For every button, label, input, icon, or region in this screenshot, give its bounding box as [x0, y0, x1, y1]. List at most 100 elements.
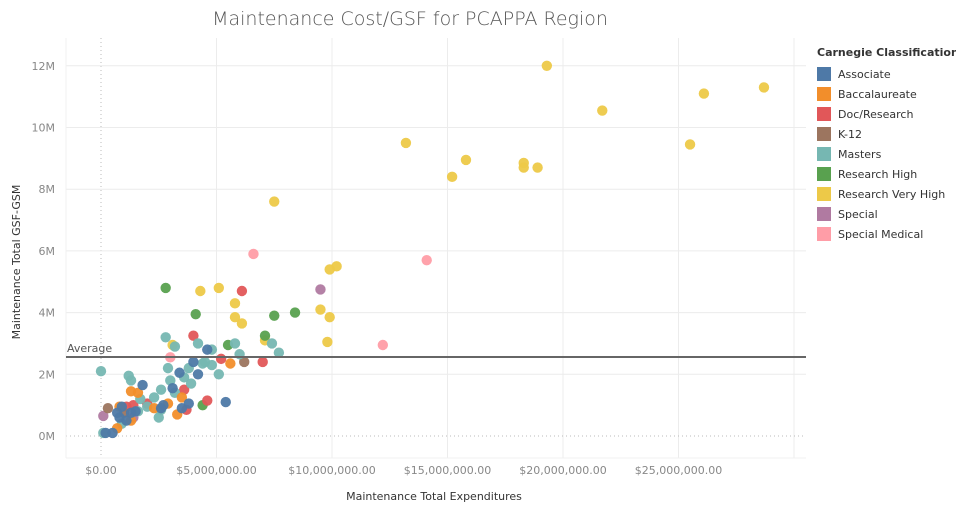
- data-point[interactable]: [137, 379, 148, 391]
- data-point[interactable]: [162, 362, 174, 374]
- data-point[interactable]: [98, 410, 109, 422]
- data-point[interactable]: [269, 196, 280, 207]
- y-axis-ticks: 0M 2M 4M 6M 8M 10M 12M: [32, 60, 56, 443]
- data-point[interactable]: [229, 312, 241, 323]
- data-point[interactable]: [236, 285, 248, 297]
- data-point[interactable]: [202, 344, 213, 355]
- data-point[interactable]: [597, 105, 608, 116]
- data-point[interactable]: [257, 356, 268, 368]
- legend-item[interactable]: Masters: [817, 144, 956, 164]
- data-point[interactable]: [195, 285, 206, 297]
- data-point[interactable]: [153, 412, 164, 423]
- data-point[interactable]: [213, 282, 225, 294]
- data-point[interactable]: [174, 367, 185, 378]
- legend-swatch: [817, 167, 831, 181]
- data-point[interactable]: [315, 304, 326, 315]
- data-point[interactable]: [185, 378, 197, 389]
- data-point[interactable]: [132, 387, 144, 399]
- grid: [65, 38, 806, 459]
- legend-swatch: [817, 227, 831, 241]
- data-point[interactable]: [125, 407, 137, 419]
- data-point[interactable]: [190, 308, 201, 320]
- legend-swatch: [817, 147, 831, 161]
- data-point[interactable]: [460, 154, 472, 166]
- data-point[interactable]: [684, 139, 696, 150]
- legend: Carnegie Classification Associate Baccala…: [817, 46, 956, 244]
- legend-label: Research High: [838, 167, 918, 181]
- data-point[interactable]: [225, 358, 236, 369]
- legend-item[interactable]: Research High: [817, 164, 956, 184]
- data-point[interactable]: [400, 137, 412, 149]
- data-point[interactable]: [421, 254, 432, 266]
- data-point[interactable]: [259, 330, 271, 341]
- average-label: Average: [67, 342, 112, 355]
- legend-item[interactable]: Doc/Research: [817, 104, 956, 124]
- data-point[interactable]: [289, 307, 301, 318]
- y-tick-label: 10M: [32, 122, 56, 135]
- data-point[interactable]: [107, 427, 118, 439]
- data-point[interactable]: [188, 330, 199, 341]
- legend-label: Special Medical: [838, 227, 924, 241]
- data-point[interactable]: [192, 338, 204, 349]
- legend-item[interactable]: K-12: [817, 124, 956, 144]
- data-point[interactable]: [213, 369, 225, 380]
- data-point[interactable]: [324, 264, 335, 275]
- data-point[interactable]: [102, 403, 114, 414]
- data-point[interactable]: [121, 415, 132, 426]
- legend-item[interactable]: Special Medical: [817, 224, 956, 244]
- data-point[interactable]: [322, 336, 333, 348]
- data-point[interactable]: [324, 312, 335, 323]
- data-point[interactable]: [160, 332, 171, 343]
- data-point[interactable]: [202, 395, 213, 406]
- data-point[interactable]: [125, 375, 137, 386]
- data-point[interactable]: [315, 284, 326, 295]
- data-point[interactable]: [239, 356, 250, 368]
- data-point[interactable]: [188, 356, 199, 368]
- legend-item[interactable]: Research Very High: [817, 184, 956, 204]
- legend-swatch: [817, 87, 831, 101]
- data-point[interactable]: [169, 341, 181, 352]
- y-tick-label: 0M: [39, 430, 56, 443]
- data-point[interactable]: [176, 392, 188, 403]
- data-point[interactable]: [446, 171, 458, 183]
- legend-title: Carnegie Classification: [817, 46, 956, 59]
- legend-item[interactable]: Special: [817, 204, 956, 224]
- data-point[interactable]: [269, 310, 280, 321]
- data-point[interactable]: [229, 298, 241, 309]
- data-point[interactable]: [160, 282, 171, 294]
- data-point[interactable]: [199, 356, 211, 368]
- data-point[interactable]: [758, 82, 770, 93]
- data-point[interactable]: [95, 366, 107, 377]
- legend-swatch: [817, 187, 831, 201]
- data-point[interactable]: [183, 398, 194, 409]
- data-point[interactable]: [148, 392, 160, 403]
- y-axis-label: Maintenance Total GSF-GSM: [10, 185, 23, 340]
- data-point[interactable]: [111, 407, 123, 419]
- data-point[interactable]: [229, 338, 241, 349]
- legend-item[interactable]: Baccalaureate: [817, 84, 956, 104]
- y-tick-label: 6M: [39, 245, 56, 258]
- data-point[interactable]: [192, 369, 204, 380]
- data-point[interactable]: [518, 162, 529, 173]
- data-points: [95, 60, 770, 439]
- legend-label: Doc/Research: [838, 107, 914, 121]
- data-point[interactable]: [220, 396, 231, 408]
- y-tick-label: 2M: [39, 368, 56, 381]
- data-point[interactable]: [541, 60, 553, 71]
- legend-swatch: [817, 127, 831, 141]
- data-point[interactable]: [215, 353, 227, 365]
- legend-swatch: [817, 67, 831, 81]
- legend-item[interactable]: Associate: [817, 64, 956, 84]
- data-point[interactable]: [248, 248, 259, 260]
- data-point[interactable]: [167, 382, 178, 394]
- data-point[interactable]: [698, 88, 710, 99]
- data-point[interactable]: [155, 384, 167, 395]
- x-tick-label: $25,000,000.00: [635, 464, 722, 477]
- data-point[interactable]: [158, 399, 169, 411]
- data-point[interactable]: [266, 338, 278, 349]
- data-point[interactable]: [236, 318, 248, 329]
- data-point[interactable]: [377, 339, 389, 351]
- data-point[interactable]: [532, 162, 543, 173]
- data-point[interactable]: [273, 347, 285, 358]
